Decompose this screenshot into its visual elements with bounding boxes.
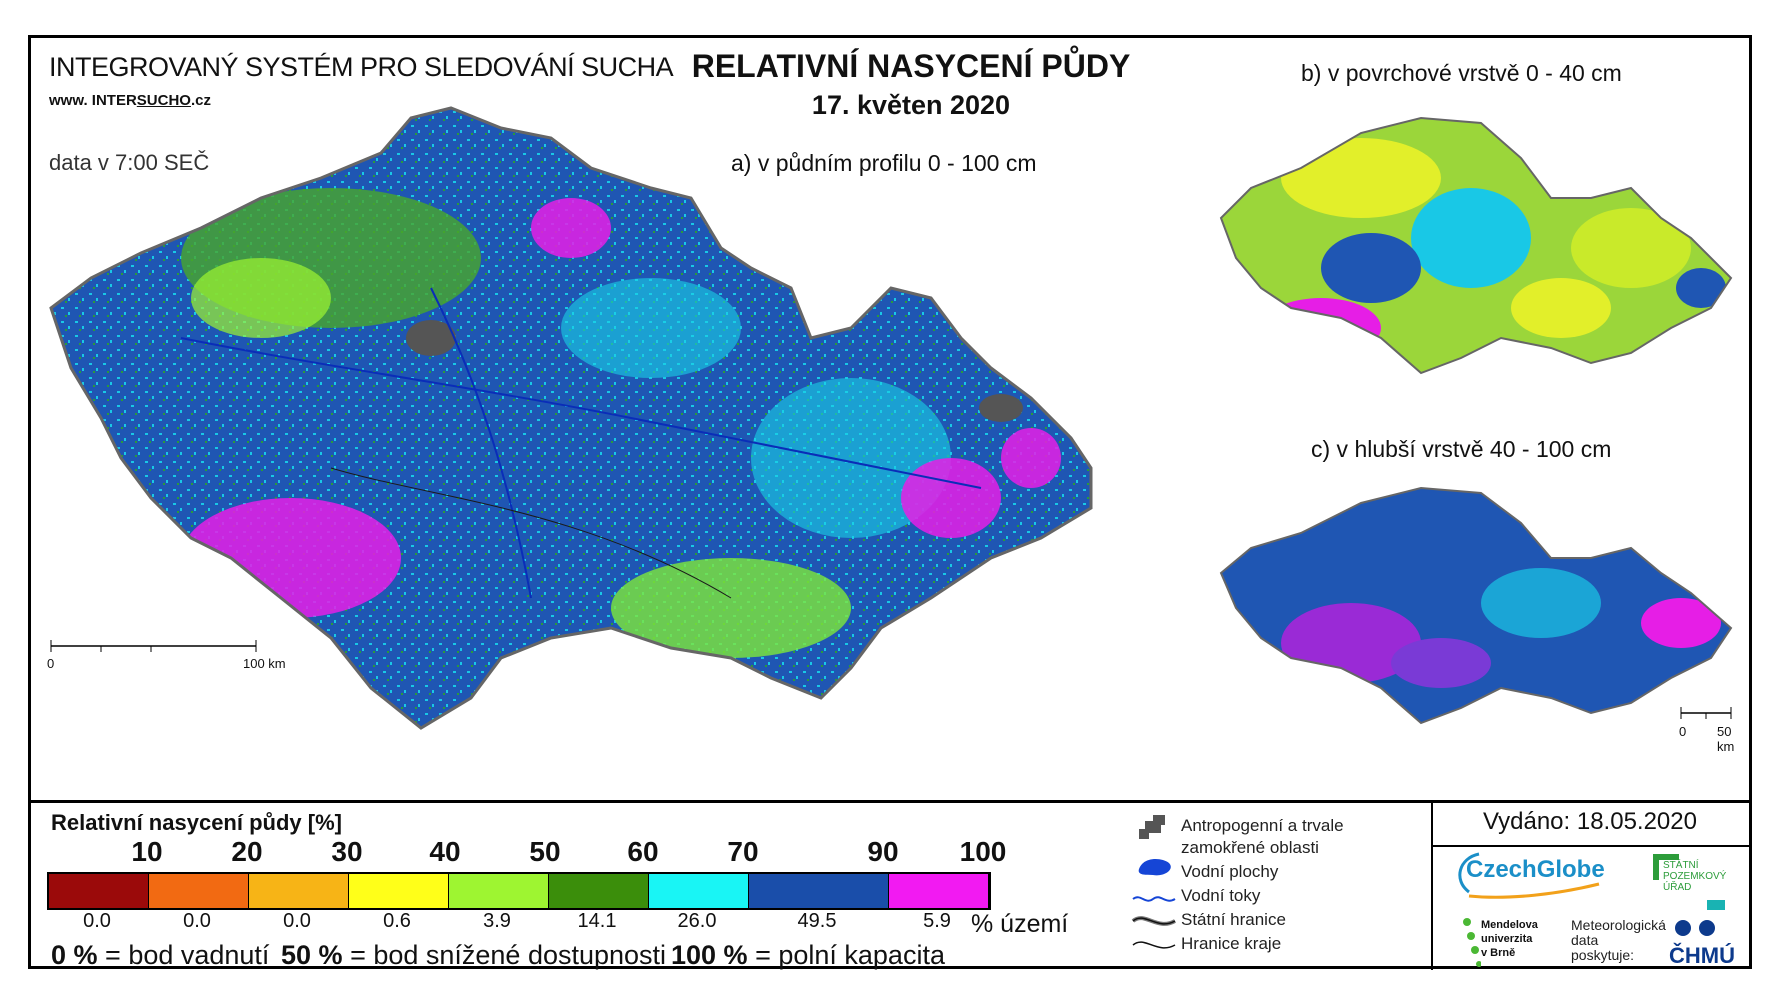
legend-swatch — [149, 874, 249, 908]
state-border-icon — [1131, 916, 1176, 926]
legend-divider — [31, 800, 1749, 803]
water-stream-icon — [1132, 896, 1176, 902]
legend-tick: 100 — [959, 836, 1007, 867]
map-symbols — [1131, 815, 1176, 949]
spu-logo-icon — [1653, 854, 1679, 880]
legend-tick: 20 — [231, 836, 263, 867]
legend-pct: 5.9 — [923, 910, 951, 932]
legend-swatch — [649, 874, 749, 908]
map-c-label: c) v hlubší vrstvě 40 - 100 cm — [1311, 436, 1612, 462]
czechglobe-logo: CzechGlobe — [1466, 856, 1605, 883]
mendel-dots-icon — [1463, 918, 1481, 967]
legend-pct-unit: % území — [971, 910, 1069, 938]
legend-pct: 26.0 — [677, 910, 717, 932]
legend-tick: 60 — [627, 836, 659, 867]
region-border-icon — [1132, 941, 1176, 949]
data-time: data v 7:00 SEČ — [49, 150, 210, 175]
legend-tick: 30 — [331, 836, 363, 867]
map-b-label: b) v povrchové vrstvě 0 - 40 cm — [1301, 60, 1622, 86]
main-title: RELATIVNÍ NASYCENÍ PŮDY — [691, 48, 1131, 84]
map-a-label: a) v půdním profilu 0 - 100 cm — [731, 150, 1037, 176]
legend-swatch — [749, 874, 889, 908]
website-link[interactable]: www. INTERSUCHO.cz — [49, 92, 211, 109]
main-date: 17. květen 2020 — [811, 90, 1011, 120]
legend-tick: 50 — [529, 836, 561, 867]
legend-region-border: Hranice kraje — [1181, 934, 1282, 953]
legend-swatch — [49, 874, 149, 908]
legend-swatch — [249, 874, 349, 908]
czechglobe-logo-icon — [1458, 852, 1600, 899]
legend-water-streams: Vodní toky — [1181, 886, 1261, 905]
map-c — [1219, 486, 1733, 725]
system-title: INTEGROVANÝ SYSTÉM PRO SLEDOVÁNÍ SUCHA — [49, 52, 674, 82]
legend-state-border: Státní hranice — [1181, 910, 1286, 929]
legend-color-bar — [47, 872, 991, 910]
scale-bar-main — [50, 640, 257, 652]
mendel-logo: Mendelova univerzita v Brně — [1481, 919, 1538, 959]
scale-small-start: 0 — [1679, 724, 1687, 739]
legend-swatch — [889, 874, 989, 908]
map-a — [49, 106, 1093, 730]
issued-date: Vydáno: 18.05.2020 — [1483, 808, 1697, 835]
scale-main-start: 0 — [47, 656, 55, 671]
legend-pct: 3.9 — [483, 910, 511, 932]
legend-tick: 70 — [727, 836, 759, 867]
chmu-logo: ČHMÚ — [1669, 943, 1735, 968]
legend-pct: 0.6 — [383, 910, 411, 932]
met-data-text: Meteorologická data poskytuje: — [1571, 917, 1666, 963]
legend-title: Relativní nasycení půdy [%] — [51, 810, 342, 835]
legend-swatch — [449, 874, 549, 908]
footer-divider — [1431, 800, 1433, 970]
water-area-icon — [1138, 859, 1171, 876]
legend-pct: 49.5 — [797, 910, 837, 932]
definition-reduced: 50 % = bod snížené dostupnosti — [281, 940, 667, 970]
spu-logo: STÁTNÍ POZEMKOVÝ ÚŘAD — [1663, 860, 1727, 893]
legend-swatch — [549, 874, 649, 908]
legend-tick: 10 — [131, 836, 163, 867]
definition-capacity: 100 % = polní kapacita — [671, 940, 945, 970]
scale-main-end: 100 km — [243, 656, 286, 671]
map-b — [1219, 116, 1733, 375]
legend-water-areas: Vodní plochy — [1181, 862, 1279, 881]
legend-pct: 0.0 — [183, 910, 211, 932]
legend-pct: 14.1 — [577, 910, 617, 932]
chmu-logo-icon — [1675, 900, 1725, 936]
legend-pct: 0.0 — [83, 910, 111, 932]
definition-wilting: 0 % = bod vadnutí — [51, 940, 270, 970]
legend-tick: 40 — [429, 836, 461, 867]
footer-divider-h — [1431, 845, 1749, 847]
map-frame: INTEGROVANÝ SYSTÉM PRO SLEDOVÁNÍ SUCHA w… — [28, 35, 1752, 970]
legend-pct: 0.0 — [283, 910, 311, 932]
scale-small-end: 50 km — [1717, 724, 1735, 754]
legend-swatch — [349, 874, 449, 908]
legend-anthropogenic-2: zamokřené oblasti — [1181, 838, 1319, 857]
scale-bar-small — [1680, 707, 1732, 719]
legend-anthropogenic-1: Antropogenní a trvale — [1181, 816, 1344, 835]
legend-tick: 90 — [867, 836, 899, 867]
anthropogenic-icon — [1139, 815, 1165, 839]
